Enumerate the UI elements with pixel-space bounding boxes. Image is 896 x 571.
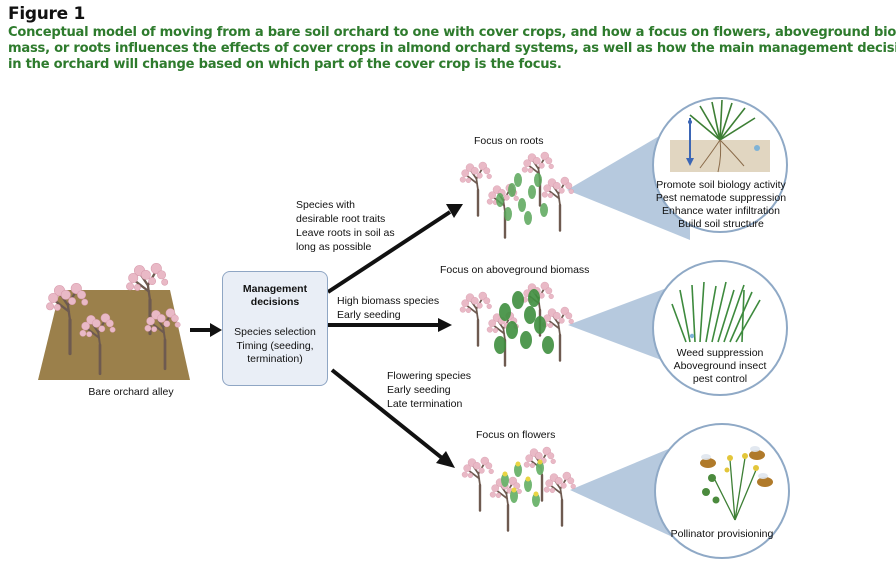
management-title: Management decisions <box>223 283 327 309</box>
decision-line: Flowering species <box>387 370 472 382</box>
management-title-line: Management <box>242 283 308 295</box>
decision-line: Early seeding <box>337 309 401 321</box>
bare-orchard-illustration <box>38 261 190 380</box>
caption-line-3: in the orchard will change based on whic… <box>8 57 562 72</box>
biomass-detail-circle <box>652 260 788 396</box>
effect-line: Pollinator provisioning <box>670 528 774 540</box>
soil-patch <box>38 290 190 380</box>
roots-decisions: Species with desirable root traits Leave… <box>296 198 395 254</box>
effect-line: Enhance water infiltration <box>662 205 780 217</box>
management-decisions-box: Management decisions Species selection T… <box>222 271 328 386</box>
bee-icon <box>700 454 716 468</box>
biomass-orchard-illustration <box>460 282 574 366</box>
roots-orchard-illustration <box>460 152 574 238</box>
effect-line: pest control <box>692 373 748 385</box>
management-item: Timing (seeding, <box>236 340 314 352</box>
effect-line: Weed suppression <box>676 347 764 359</box>
decision-line: High biomass species <box>337 295 440 307</box>
bee-icon <box>757 473 773 487</box>
focus-biomass-label: Focus on aboveground biomass <box>440 264 590 276</box>
effect-line: Pest nematode suppression <box>655 192 787 204</box>
flowers-detail-circle <box>654 423 790 559</box>
effect-line: Promote soil biology activity <box>656 179 786 191</box>
biomass-effects: Weed suppression Aboveground insect pest… <box>660 347 780 386</box>
management-item: termination) <box>247 353 303 365</box>
focus-roots-label: Focus on roots <box>474 135 544 147</box>
decision-line: long as possible <box>296 241 372 253</box>
figure-label: Figure 1 <box>8 4 85 24</box>
caption-line-2: mass, or roots influences the effects of… <box>8 41 896 56</box>
arrow-to-roots <box>326 204 463 294</box>
decision-line: Early seeding <box>387 384 451 396</box>
management-item: Species selection <box>234 326 316 338</box>
arrow-to-biomass <box>328 318 452 332</box>
decision-line: desirable root traits <box>296 213 386 225</box>
caption-line-1: Conceptual model of moving from a bare s… <box>8 25 896 40</box>
biomass-decisions: High biomass species Early seeding <box>337 294 439 322</box>
focus-flowers-label: Focus on flowers <box>476 429 556 441</box>
flowers-orchard-illustration <box>462 447 576 531</box>
arrow-to-flowers <box>330 368 455 468</box>
figure-caption: Conceptual model of moving from a bare s… <box>8 25 896 73</box>
bee-icon <box>749 446 765 460</box>
decision-line: Late termination <box>387 398 463 410</box>
decision-line: Leave roots in soil as <box>296 227 395 239</box>
arrow-to-management <box>190 323 222 337</box>
roots-effects: Promote soil biology activity Pest nemat… <box>653 179 789 231</box>
flowers-decisions: Flowering species Early seeding Late ter… <box>387 369 471 411</box>
decision-line: Species with <box>296 199 355 211</box>
effect-line: Aboveground insect <box>673 360 767 372</box>
bare-orchard-label: Bare orchard alley <box>88 386 174 398</box>
management-title-line: decisions <box>250 296 300 308</box>
effect-line: Build soil structure <box>678 218 764 230</box>
roots-detail-circle <box>652 97 788 233</box>
flowers-effects: Pollinator provisioning <box>660 527 784 541</box>
